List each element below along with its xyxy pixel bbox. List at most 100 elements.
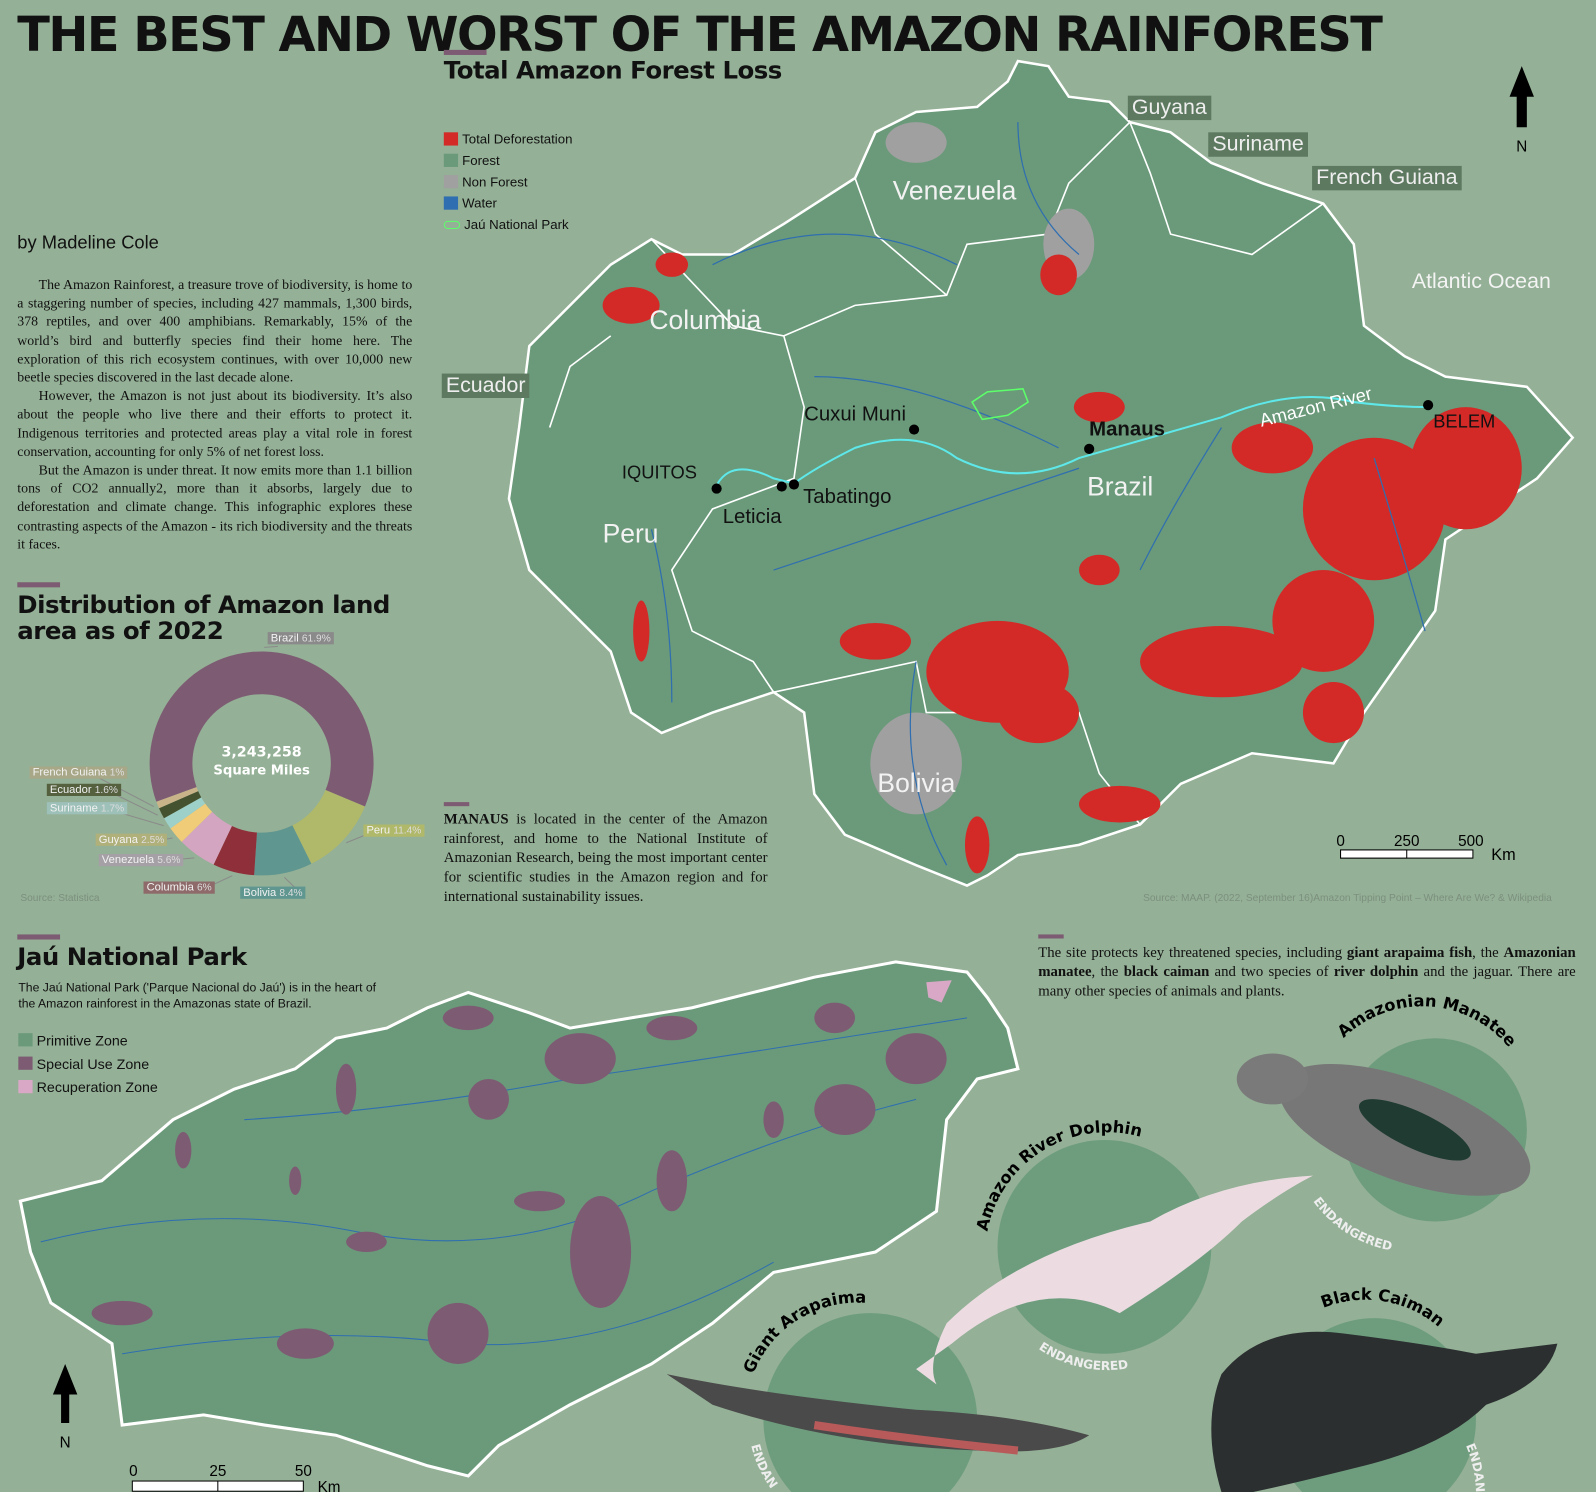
arapaima-illustration <box>666 1374 1090 1455</box>
city-tabatingo: Tabatingo <box>803 485 892 508</box>
label-suriname: Suriname <box>1208 132 1308 157</box>
donut-slice-french-guiana <box>156 787 199 809</box>
legend-label: Primitive Zone <box>36 1031 128 1048</box>
donut-slice-bolivia <box>254 825 312 876</box>
label-columbia: Columbia <box>649 304 762 335</box>
donut-chart: 3,243,258 Square Miles <box>90 645 374 895</box>
jau-park-outline <box>971 388 1030 421</box>
intro-text: The Amazon Rainforest, a treasure trove … <box>17 276 412 554</box>
map-legend: Total Deforestation Forest Non Forest Water… <box>443 128 573 235</box>
donut-label: Ecuador 1.6% <box>46 783 121 796</box>
page-title: THE BEST AND WORST OF THE AMAZON RAINFOR… <box>17 7 1383 64</box>
section-accent <box>17 582 61 588</box>
legend-label: Total Deforestation <box>462 131 573 147</box>
donut-source: Source: Statistica <box>20 892 100 904</box>
intro-paragraph: However, the Amazon is not just about it… <box>17 388 413 459</box>
section-accent <box>443 49 487 55</box>
manatee-illustration <box>1236 1053 1531 1196</box>
rivers <box>650 122 1426 866</box>
donut-title: Distribution of Amazon land area as of 2… <box>17 590 390 646</box>
park-title: Jaú National Park <box>17 942 247 972</box>
svg-text:25: 25 <box>209 1463 226 1480</box>
deforestation-areas <box>602 252 1522 874</box>
donut-label: Suriname 1.7% <box>46 802 128 815</box>
park-description: The Jaú National Park ('Parque Nacional … <box>18 980 377 1011</box>
legend-label: Special Use Zone <box>36 1055 150 1072</box>
donut-label: Guyana 2.5% <box>95 833 168 846</box>
svg-text:500: 500 <box>1458 833 1483 850</box>
legend-label: Water <box>462 195 497 211</box>
donut-slice-suriname <box>164 797 206 829</box>
park-north-arrow-icon <box>52 1363 78 1424</box>
legend-label: Jaú National Park <box>464 216 569 233</box>
legend-swatch <box>18 1033 33 1047</box>
svg-text:50: 50 <box>295 1463 312 1480</box>
amazon-map: Amazon River N 0 250 500 Km <box>507 59 1575 887</box>
park-legend-item: Recuperation Zone <box>18 1075 158 1098</box>
special-use-zones <box>91 1002 947 1364</box>
map-legend-item: Total Deforestation <box>443 128 573 149</box>
legend-label: Forest <box>462 152 500 168</box>
legend-swatch <box>443 175 459 189</box>
park-shape <box>18 960 1020 1478</box>
donut-slice-venezuela <box>181 811 232 865</box>
intro-paragraph: The Amazon Rainforest, a treasure trove … <box>17 276 413 385</box>
park-north-label: N <box>60 1434 71 1451</box>
legend-label: Recuperation Zone <box>36 1078 158 1095</box>
section-accent <box>17 934 61 940</box>
donut-leader-line <box>264 645 278 648</box>
donut-center-unit: Square Miles <box>213 764 310 779</box>
svg-text:250: 250 <box>1394 833 1419 850</box>
donut-label: French Guiana 1% <box>29 766 128 779</box>
legend-swatch <box>443 196 459 210</box>
svg-text:0: 0 <box>129 1463 137 1480</box>
legend-swatch <box>443 132 459 146</box>
park-legend-item: Primitive Zone <box>18 1028 158 1051</box>
donut-slice-peru <box>292 790 365 864</box>
donut-slice-columbia <box>213 825 257 876</box>
donut-slice-ecuador <box>158 791 202 819</box>
legend-swatch <box>443 220 461 229</box>
svg-text:Km: Km <box>318 1479 341 1492</box>
park-legend-item: Special Use Zone <box>18 1051 158 1074</box>
donut-label: Columbia 6% <box>143 881 215 894</box>
map-legend-item: Jaú National Park <box>443 214 573 235</box>
legend-swatch <box>443 153 459 167</box>
donut-center-value: 3,243,258 <box>221 744 301 760</box>
city-leticia: Leticia <box>722 505 782 529</box>
label-ecuador: Ecuador <box>441 373 530 398</box>
city-markers <box>711 400 1434 494</box>
donut-label: Bolivia 8.4% <box>240 886 306 899</box>
city-iquitos: IQUITOS <box>621 462 697 483</box>
label-guyana: Guyana <box>1127 95 1211 121</box>
donut-label: Venezuela 5.6% <box>98 854 184 867</box>
donut-slice-brazil <box>149 651 374 807</box>
label-bolivia: Bolivia <box>877 767 956 799</box>
intro-paragraph: But the Amazon is under threat. It now e… <box>17 462 413 552</box>
label-peru: Peru <box>602 518 659 549</box>
amazon-river <box>716 395 1431 485</box>
map-source: Source: MAAP. (2022, September 16)Amazon… <box>1143 892 1552 904</box>
map-legend-item: Non Forest <box>443 171 573 192</box>
park-scale-bar: 0 25 50 Km <box>129 1463 340 1492</box>
city-cuxui-muni: Cuxui Muni <box>804 403 906 426</box>
donut-label: Peru 11.4% <box>363 824 425 837</box>
legend-swatch <box>18 1079 33 1094</box>
donut-slice-guyana <box>170 803 213 842</box>
manaus-description: MANAUS is located in the center of the A… <box>443 811 768 905</box>
donut-leader-line <box>90 773 155 807</box>
map-legend-item: Water <box>443 192 573 213</box>
legend-swatch <box>18 1056 33 1070</box>
north-arrow-icon <box>1509 66 1534 128</box>
species-intro: The site protects key threatened species… <box>1038 944 1576 1000</box>
park-legend: Primitive Zone Special Use Zone Recuperati… <box>18 1028 158 1098</box>
label-atlantic-ocean: Atlantic Ocean <box>1411 269 1551 294</box>
label-french-guiana: French Guiana <box>1312 165 1462 191</box>
city-belem: BELEM <box>1433 411 1496 432</box>
svg-text:0: 0 <box>1336 833 1344 850</box>
map-legend-item: Forest <box>443 150 573 171</box>
caiman-illustration <box>1211 1331 1558 1492</box>
legend-label: Non Forest <box>462 174 528 190</box>
map-title: Total Amazon Forest Loss <box>443 55 783 85</box>
svg-text:Km: Km <box>1491 846 1515 864</box>
